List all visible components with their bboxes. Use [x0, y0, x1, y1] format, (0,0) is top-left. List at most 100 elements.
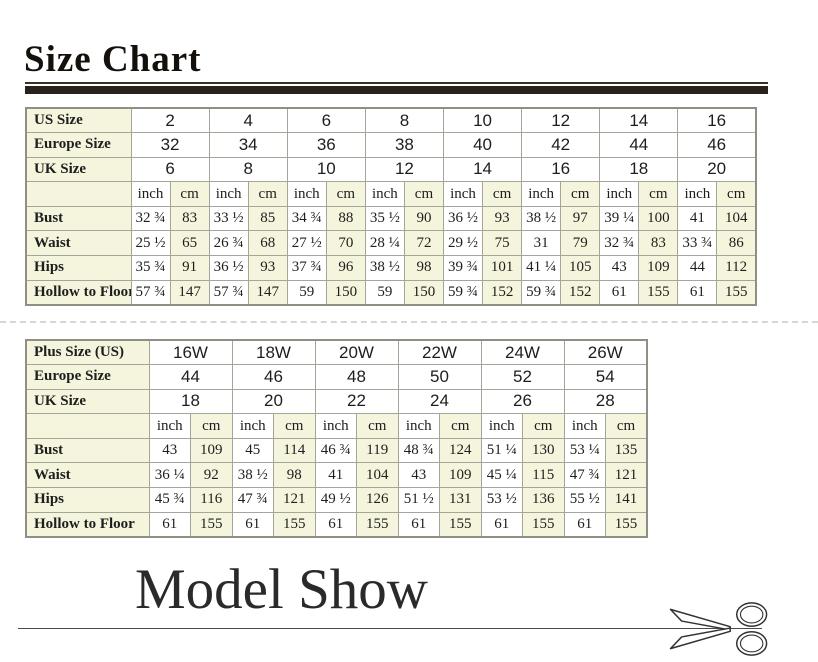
unit-inch-cell: inch	[521, 181, 562, 207]
measure-inch-cell: 47 ¾	[563, 462, 606, 489]
measure-cm-cell: 130	[522, 437, 565, 464]
size-value-cell: 38	[364, 132, 445, 158]
plus-size-table: Plus Size (US) 16W 18W 20W 22W 24W 26W Europe S…	[25, 339, 648, 538]
measure-cm-cell: 93	[482, 205, 523, 232]
measure-cm-cell: 155	[273, 511, 316, 538]
unit-row: inch cm inch cm inch cm inch cm inch cm inch cm	[25, 413, 648, 439]
measure-cm-cell: 65	[169, 230, 210, 257]
unit-inch-cell: inch	[208, 181, 249, 207]
unit-cm-cell: cm	[439, 413, 482, 439]
size-value-cell: 52	[480, 364, 565, 390]
measure-cm-cell: 136	[522, 487, 565, 513]
unit-cm-cell: cm	[190, 413, 233, 439]
size-value-cell: 20	[231, 388, 316, 415]
measure-cm-cell: 155	[716, 279, 757, 306]
unit-row: inch cm inch cm inch cm inch cm inch cm inch cm inch…	[25, 181, 757, 207]
title-underline-thin	[25, 82, 768, 84]
measure-cm-cell: 150	[325, 279, 366, 306]
measure-cm-cell: 70	[325, 230, 366, 257]
unit-cm-cell: cm	[716, 181, 757, 207]
row-label: Hollow to Floor	[25, 511, 150, 538]
measure-inch-cell: 61	[231, 511, 274, 538]
unit-inch-cell: inch	[397, 413, 440, 439]
measure-row: Hollow to Floor 61 155 61 155 61 155 61 155 61 155…	[25, 511, 648, 538]
measure-cm-cell: 147	[169, 279, 210, 306]
row-label: UK Size	[25, 388, 150, 415]
measure-cm-cell: 98	[403, 255, 445, 281]
unit-cm-cell: cm	[605, 413, 648, 439]
measure-inch-cell: 45 ¼	[480, 462, 523, 489]
measure-cm-cell: 152	[482, 279, 523, 306]
row-label: Hips	[25, 487, 150, 513]
size-row: UK Size 6 8 10 12 14 16 18 20	[25, 156, 757, 183]
measure-inch-cell: 29 ½	[442, 230, 484, 257]
measure-row: Waist 36 ¼ 92 38 ½ 98 41 104 43 109 45 ¼ 115 47 ¾ 12…	[25, 462, 648, 489]
unit-cm-cell: cm	[482, 181, 523, 207]
measure-inch-cell: 43	[397, 462, 440, 489]
row-label	[25, 181, 132, 207]
measure-cm-cell: 72	[403, 230, 445, 257]
measure-cm-cell: 83	[169, 205, 210, 232]
size-value-cell: 46	[231, 364, 316, 390]
row-label: Europe Size	[25, 364, 150, 390]
size-value-cell: 32	[130, 132, 210, 158]
measure-inch-cell: 35 ½	[364, 205, 405, 232]
measure-cm-cell: 97	[560, 205, 601, 232]
unit-cm-cell: cm	[273, 413, 316, 439]
measure-cm-cell: 155	[638, 279, 679, 306]
row-label: Bust	[25, 205, 132, 232]
unit-cm-cell: cm	[325, 181, 366, 207]
cut-line	[18, 628, 762, 629]
measure-inch-cell: 51 ¼	[480, 437, 523, 464]
size-value-cell: 6	[286, 107, 366, 134]
measure-inch-cell: 45	[231, 437, 274, 464]
unit-inch-cell: inch	[130, 181, 171, 207]
measure-inch-cell: 61	[480, 511, 523, 538]
measure-inch-cell: 38 ½	[364, 255, 405, 281]
measure-inch-cell: 32 ¾	[599, 230, 640, 257]
measure-cm-cell: 114	[273, 437, 316, 464]
measure-cm-cell: 119	[356, 437, 399, 464]
measure-inch-cell: 39 ¼	[599, 205, 640, 232]
size-value-cell: 22W	[397, 339, 482, 366]
measure-inch-cell: 49 ½	[314, 487, 357, 513]
measure-inch-cell: 38 ½	[521, 205, 562, 232]
measure-row: Hollow to Floor 57 ¾ 147 57 ¾ 147 59 150 59 150 5…	[25, 279, 757, 306]
row-label: US Size	[25, 107, 132, 134]
size-value-cell: 10	[286, 156, 366, 183]
measure-cm-cell: 75	[482, 230, 523, 257]
size-value-cell: 14	[442, 156, 523, 183]
measure-inch-cell: 43	[148, 437, 191, 464]
measure-cm-cell: 135	[605, 437, 648, 464]
measure-inch-cell: 38 ½	[231, 462, 274, 489]
measure-inch-cell: 61	[563, 511, 606, 538]
measure-cm-cell: 100	[638, 205, 679, 232]
measure-cm-cell: 112	[716, 255, 757, 281]
measure-inch-cell: 36 ½	[442, 205, 484, 232]
measure-inch-cell: 36 ¼	[148, 462, 191, 489]
measure-cm-cell: 88	[325, 205, 366, 232]
size-value-cell: 42	[521, 132, 601, 158]
measure-cm-cell: 101	[482, 255, 523, 281]
size-chart-title: Size Chart	[24, 39, 202, 80]
measure-inch-cell: 41 ¼	[521, 255, 562, 281]
standard-size-table: US Size 2 4 6 8 10 12 14 16 Europe Size 32 34 36 38 40…	[25, 107, 757, 306]
measure-cm-cell: 126	[356, 487, 399, 513]
measure-cm-cell: 155	[356, 511, 399, 538]
measure-cm-cell: 121	[605, 462, 648, 489]
unit-inch-cell: inch	[286, 181, 327, 207]
size-value-cell: 22	[314, 388, 399, 415]
title-underline-thick	[25, 86, 768, 94]
size-value-cell: 8	[208, 156, 288, 183]
size-value-cell: 40	[442, 132, 523, 158]
measure-inch-cell: 57 ¾	[208, 279, 249, 306]
row-label: Waist	[25, 230, 132, 257]
size-value-cell: 36	[286, 132, 366, 158]
size-value-cell: 8	[364, 107, 445, 134]
size-value-cell: 18	[599, 156, 679, 183]
size-value-cell: 50	[397, 364, 482, 390]
size-value-cell: 54	[563, 364, 648, 390]
measure-inch-cell: 44	[677, 255, 718, 281]
measure-cm-cell: 124	[439, 437, 482, 464]
measure-cm-cell: 131	[439, 487, 482, 513]
